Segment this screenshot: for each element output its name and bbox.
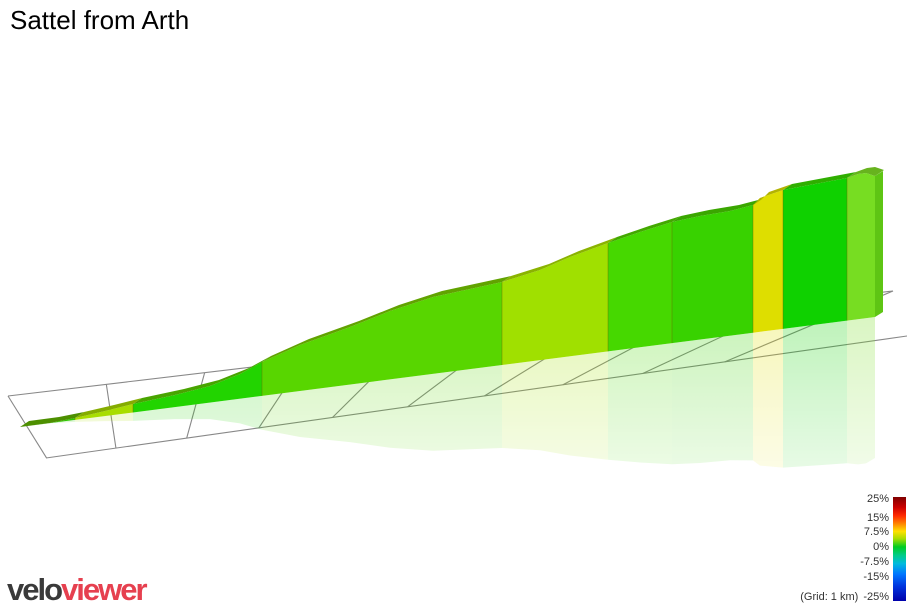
page-title: Sattel from Arth <box>10 5 190 35</box>
logo-part-viewer: viewer <box>61 572 148 607</box>
logo-part-velo: velo <box>7 572 63 607</box>
veloviewer-logo[interactable]: veloviewer <box>7 572 148 607</box>
